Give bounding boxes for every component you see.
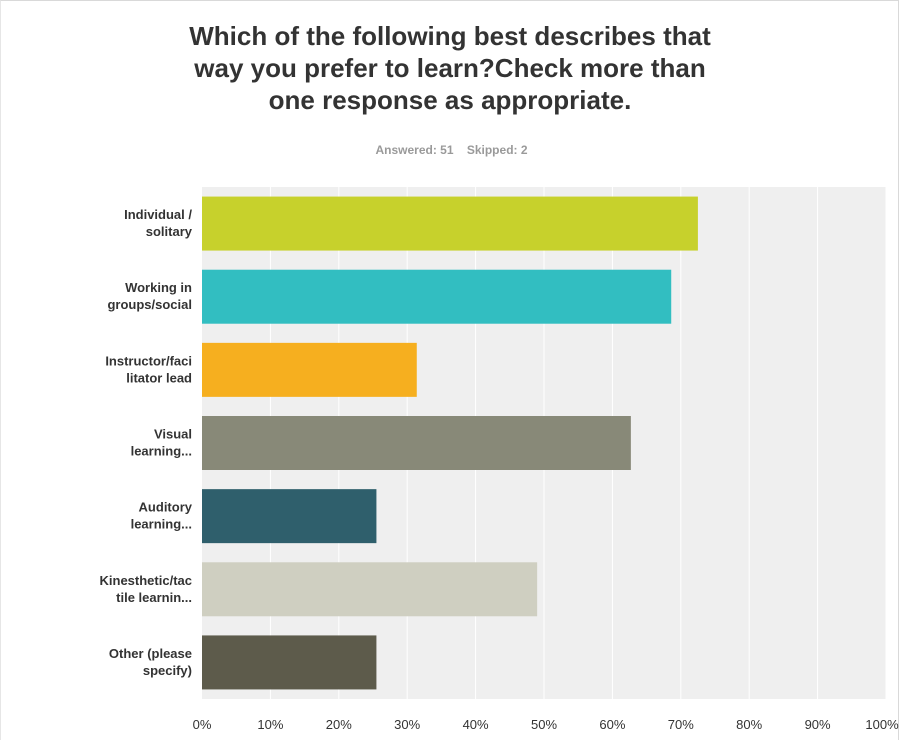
category-label: Other (please bbox=[109, 646, 192, 661]
x-tick-label: 50% bbox=[531, 717, 557, 732]
category-label: solitary bbox=[146, 224, 193, 239]
x-tick-label: 10% bbox=[257, 717, 283, 732]
x-tick-label: 100% bbox=[865, 717, 899, 732]
bar[interactable] bbox=[202, 562, 538, 617]
category-labels: Individual / solitary Working in groups/soc… bbox=[100, 207, 193, 678]
category-label: Visual bbox=[154, 427, 192, 442]
bar[interactable] bbox=[202, 416, 631, 470]
category-label: groups/social bbox=[107, 297, 192, 312]
x-axis-ticks: 0% 10% 20% 30% 40% 50% 60% 70% 80% 90% 100% bbox=[193, 717, 899, 732]
category-label: Auditory bbox=[139, 500, 193, 515]
bar[interactable] bbox=[202, 489, 377, 544]
title-line: one response as appropriate. bbox=[268, 85, 632, 115]
title-line: Which of the following best describes th… bbox=[189, 21, 711, 51]
category-label: Kinesthetic/tac bbox=[100, 573, 192, 588]
category-label: Working in bbox=[125, 280, 192, 295]
x-tick-label: 70% bbox=[668, 717, 694, 732]
x-tick-label: 90% bbox=[805, 717, 831, 732]
category-label: litator lead bbox=[126, 370, 192, 385]
response-summary: Answered: 51 Skipped: 2 bbox=[0, 143, 903, 157]
answered-count: Answered: 51 bbox=[375, 143, 454, 157]
x-tick-label: 0% bbox=[193, 717, 212, 732]
category-label: tile learnin... bbox=[116, 590, 192, 605]
title-line: way you prefer to learn?Check more than bbox=[194, 53, 706, 83]
category-label: learning... bbox=[131, 444, 192, 459]
x-tick-label: 30% bbox=[394, 717, 420, 732]
skipped-count: Skipped: 2 bbox=[466, 143, 528, 157]
bars bbox=[202, 196, 698, 690]
category-label: specify) bbox=[143, 663, 192, 678]
category-label: learning... bbox=[131, 517, 192, 532]
bar[interactable] bbox=[202, 635, 377, 690]
x-tick-label: 20% bbox=[326, 717, 352, 732]
bar[interactable] bbox=[202, 342, 417, 397]
bar[interactable] bbox=[202, 269, 672, 324]
category-label: Individual / bbox=[124, 207, 192, 222]
category-label: Instructor/faci bbox=[105, 353, 192, 368]
bar[interactable] bbox=[202, 196, 698, 251]
x-tick-label: 80% bbox=[736, 717, 762, 732]
chart-title: Which of the following best describes th… bbox=[90, 20, 810, 116]
x-tick-label: 60% bbox=[599, 717, 625, 732]
x-tick-label: 40% bbox=[463, 717, 489, 732]
